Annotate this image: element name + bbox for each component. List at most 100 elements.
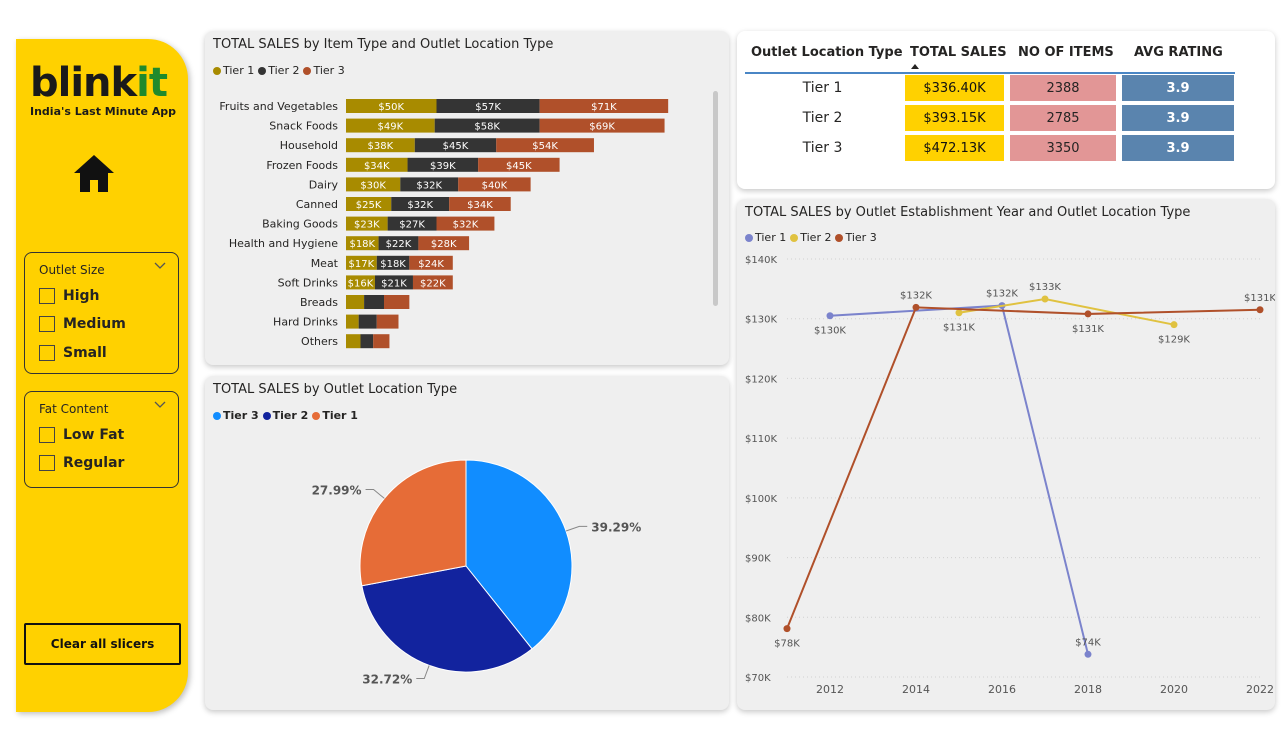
outlet-size-option-medium[interactable]: Medium bbox=[39, 313, 126, 335]
bar-segment bbox=[346, 275, 375, 290]
bar-segment bbox=[539, 99, 669, 113]
pie-data-label: 32.72% bbox=[362, 673, 412, 687]
legend-item-tier2[interactable]: Tier 2 bbox=[262, 409, 308, 422]
bar-data-label: $71K bbox=[591, 102, 617, 113]
line-data-label: $78K bbox=[774, 639, 800, 650]
chevron-down-icon[interactable] bbox=[154, 400, 166, 410]
bar-segment bbox=[346, 99, 437, 113]
bar-chart-card: TOTAL SALES by Item Type and Outlet Loca… bbox=[205, 31, 729, 365]
chevron-down-icon[interactable] bbox=[154, 261, 166, 271]
header-outlet-location-type[interactable]: Outlet Location Type bbox=[751, 45, 903, 60]
fat-content-option-regular[interactable]: Regular bbox=[39, 452, 124, 474]
line-point bbox=[1170, 321, 1178, 329]
pie-slice bbox=[465, 459, 573, 650]
bar-segment bbox=[414, 138, 497, 153]
legend-item-tier1[interactable]: Tier 1 bbox=[213, 64, 254, 77]
legend-item-tier2[interactable]: Tier 2 bbox=[258, 64, 299, 77]
fat-content-slicer: Fat Content Low Fat Regular bbox=[24, 391, 179, 488]
bar-data-label: $17K bbox=[349, 259, 375, 270]
line-data-label: $131K bbox=[1072, 324, 1104, 335]
legend-item-tier2[interactable]: Tier 2 bbox=[790, 231, 831, 244]
line-point bbox=[783, 625, 791, 633]
bar-segment bbox=[478, 157, 560, 172]
bar-data-label: $50K bbox=[378, 102, 404, 113]
bar-data-label: $23K bbox=[354, 220, 380, 231]
pie-data-label: 27.99% bbox=[312, 483, 362, 497]
line-point bbox=[1084, 650, 1092, 658]
bar-data-label: $34K bbox=[364, 161, 390, 172]
y-tick-label: $140K bbox=[745, 255, 777, 266]
bar-category-label: Baking Goods bbox=[262, 218, 338, 231]
checkbox[interactable] bbox=[39, 345, 55, 361]
bar-segment bbox=[391, 197, 450, 211]
y-tick-label: $90K bbox=[745, 554, 771, 565]
bar-data-label: $54K bbox=[532, 141, 558, 152]
bar-data-label: $32K bbox=[407, 200, 433, 211]
fat-content-title: Fat Content bbox=[39, 402, 109, 416]
bar-data-label: $32K bbox=[416, 180, 442, 191]
bar-segment bbox=[387, 216, 437, 231]
scrollbar[interactable] bbox=[713, 91, 718, 306]
bar-chart-title: TOTAL SALES by Item Type and Outlet Loca… bbox=[213, 37, 554, 52]
bar-segment bbox=[418, 236, 470, 251]
pie-slice bbox=[359, 459, 467, 587]
legend-item-tier3[interactable]: Tier 3 bbox=[835, 231, 877, 244]
pie-chart-card: TOTAL SALES by Outlet Location Type Tier… bbox=[205, 376, 729, 710]
summary-table: Outlet Location Type TOTAL SALES NO OF I… bbox=[737, 31, 1275, 189]
legend-item-tier1[interactable]: Tier 1 bbox=[745, 231, 786, 244]
checkbox[interactable] bbox=[39, 316, 55, 332]
bar-category-label: Household bbox=[280, 139, 338, 152]
legend-item-tier3[interactable]: Tier 3 bbox=[303, 64, 345, 77]
bar-data-label: $18K bbox=[380, 259, 406, 270]
outlet-size-option-small[interactable]: Small bbox=[39, 342, 107, 364]
bar-segment bbox=[539, 118, 665, 133]
line-data-label: $131K bbox=[1244, 293, 1275, 304]
bar-segment bbox=[346, 118, 435, 133]
bar-segment bbox=[449, 197, 511, 211]
bar-segment bbox=[374, 275, 413, 290]
pie-chart-title: TOTAL SALES by Outlet Location Type bbox=[213, 382, 458, 397]
header-divider bbox=[745, 72, 1235, 74]
bar-segment bbox=[346, 314, 359, 329]
bar-segment bbox=[346, 177, 401, 192]
line-data-label: $131K bbox=[943, 323, 975, 334]
table-row-tier: Tier 2 bbox=[802, 110, 843, 126]
bar-data-label: $32K bbox=[453, 220, 479, 231]
y-tick-label: $120K bbox=[745, 374, 777, 385]
checkbox[interactable] bbox=[39, 455, 55, 471]
outlet-size-slicer: Outlet Size High Medium Small bbox=[24, 252, 179, 374]
line-chart-card: TOTAL SALES by Outlet Establishment Year… bbox=[737, 199, 1275, 710]
bar-category-label: Snack Foods bbox=[269, 120, 338, 133]
checkbox[interactable] bbox=[39, 427, 55, 443]
bar-chart: Fruits and Vegetables $50K $57K $71K Snack F… bbox=[219, 99, 669, 349]
bar-data-label: $34K bbox=[467, 200, 493, 211]
bar-data-label: $28K bbox=[431, 239, 457, 250]
bar-data-label: $22K bbox=[386, 239, 412, 250]
outlet-size-option-high[interactable]: High bbox=[39, 285, 100, 307]
table-cell-items: 2388 bbox=[1010, 75, 1116, 101]
bar-category-label: Soft Drinks bbox=[278, 276, 339, 289]
clear-all-slicers-button[interactable]: Clear all slicers bbox=[24, 623, 181, 665]
header-no-of-items[interactable]: NO OF ITEMS bbox=[1018, 45, 1114, 60]
header-avg-rating[interactable]: AVG RATING bbox=[1134, 45, 1223, 60]
bar-segment bbox=[407, 157, 479, 172]
y-tick-label: $110K bbox=[745, 434, 777, 445]
bar-data-label: $45K bbox=[443, 141, 469, 152]
home-icon[interactable] bbox=[72, 152, 116, 194]
bar-segment bbox=[346, 334, 361, 349]
line-point bbox=[912, 303, 920, 311]
header-total-sales[interactable]: TOTAL SALES bbox=[910, 45, 1007, 60]
bar-data-label: $21K bbox=[381, 278, 407, 289]
bar-segment bbox=[436, 216, 495, 231]
bar-segment bbox=[400, 177, 459, 192]
table-cell-rating: 3.9 bbox=[1122, 105, 1234, 131]
checkbox[interactable] bbox=[39, 288, 55, 304]
bar-data-label: $38K bbox=[368, 141, 394, 152]
fat-content-option-low-fat[interactable]: Low Fat bbox=[39, 424, 124, 446]
x-tick-label: 2022 bbox=[1246, 683, 1274, 696]
line-data-label: $130K bbox=[814, 326, 846, 337]
legend-item-tier1[interactable]: Tier 1 bbox=[312, 409, 358, 422]
legend-item-tier3[interactable]: Tier 3 bbox=[213, 409, 259, 422]
bar-data-label: $49K bbox=[378, 122, 404, 133]
bar-segment bbox=[373, 334, 390, 349]
